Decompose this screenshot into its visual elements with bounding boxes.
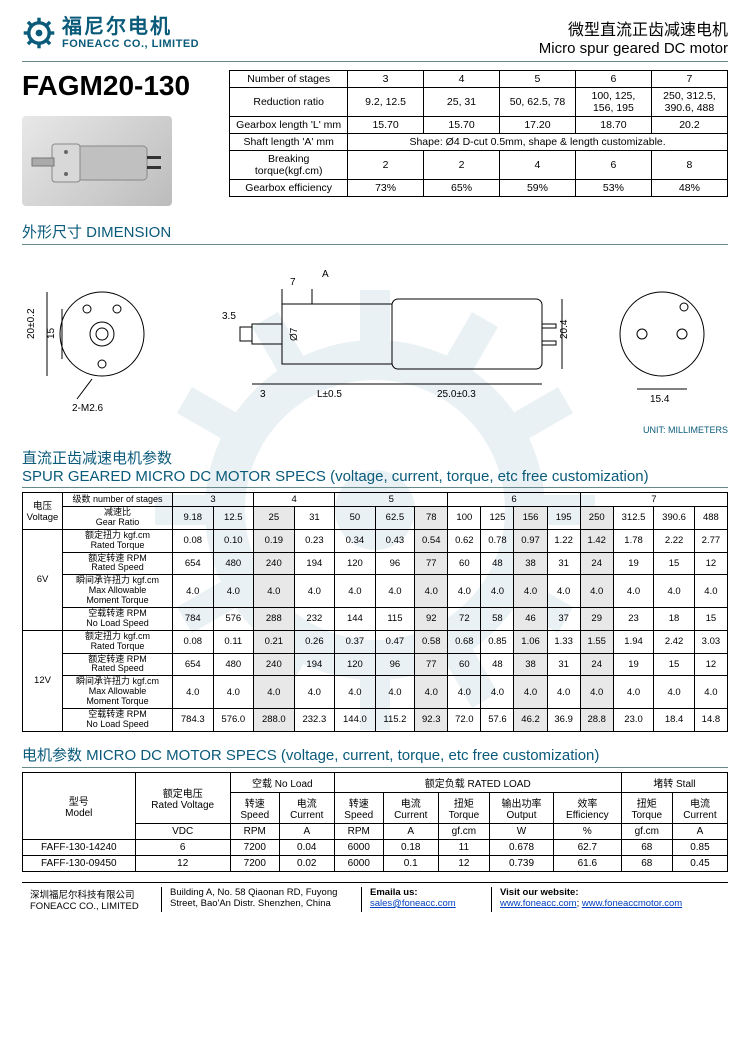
specs2-table: 型号Model额定电压Rated Voltage空载 No Load额定负载 R… [22, 772, 728, 872]
specs2-heading: 电机参数 MICRO DC MOTOR SPECS (voltage, curr… [22, 744, 728, 768]
gear-icon [22, 16, 56, 50]
dimension-drawing: 20±0.2 15 2-M2.6 7 A 3.5 Ø7 3 L±0.5 25.0… [22, 249, 728, 429]
specs1-table: 电压Voltage级数 number of stages34567减速比Gear… [22, 492, 728, 732]
svg-text:3: 3 [260, 389, 266, 400]
svg-text:Ø7: Ø7 [289, 327, 300, 341]
header: 福尼尔电机 FONEACC CO., LIMITED 微型直流正齿减速电机 Mi… [22, 16, 728, 62]
svg-text:15.4: 15.4 [650, 394, 670, 405]
footer-email-label: Emaila us: [370, 887, 418, 898]
footer-web-label: Visit our website: [500, 887, 578, 898]
svg-text:20±0.2: 20±0.2 [26, 308, 37, 339]
footer-company-cn: 深圳福尼尔科技有限公司 [30, 887, 153, 901]
svg-text:L±0.5: L±0.5 [317, 389, 342, 400]
logo-text-cn: 福尼尔电机 [62, 16, 199, 38]
logo: 福尼尔电机 FONEACC CO., LIMITED [22, 16, 199, 50]
svg-text:A: A [322, 269, 329, 280]
footer-address: Building A, No. 58 Qiaonan RD, Fuyong St… [162, 887, 362, 912]
doc-title-en: Micro spur geared DC motor [539, 40, 728, 57]
doc-title-cn: 微型直流正齿减速电机 [539, 16, 728, 40]
footer-email-link[interactable]: sales@foneacc.com [370, 898, 456, 909]
dimension-heading: 外形尺寸 DIMENSION [22, 221, 728, 245]
svg-text:7: 7 [290, 277, 296, 288]
footer-web-link-1[interactable]: www.foneacc.com [500, 898, 577, 909]
footer-web-link-2[interactable]: www.foneaccmotor.com [582, 898, 682, 909]
svg-text:25.0±0.3: 25.0±0.3 [437, 389, 476, 400]
logo-text-en: FONEACC CO., LIMITED [62, 38, 199, 50]
svg-text:15: 15 [46, 327, 57, 339]
svg-text:3.5: 3.5 [222, 311, 236, 322]
footer-company-en: FONEACC CO., LIMITED [30, 901, 153, 912]
specs1-heading: 直流正齿减速电机参数SPUR GEARED MICRO DC MOTOR SPE… [22, 447, 728, 488]
svg-text:20.4: 20.4 [559, 319, 570, 339]
gearbox-table: Number of stages34567Reduction ratio9.2,… [229, 70, 728, 197]
footer: 深圳福尼尔科技有限公司 FONEACC CO., LIMITED Buildin… [22, 882, 728, 912]
svg-text:2-M2.6: 2-M2.6 [72, 403, 104, 414]
motor-image [22, 116, 172, 206]
model-number: FAGM20-130 [22, 70, 217, 102]
